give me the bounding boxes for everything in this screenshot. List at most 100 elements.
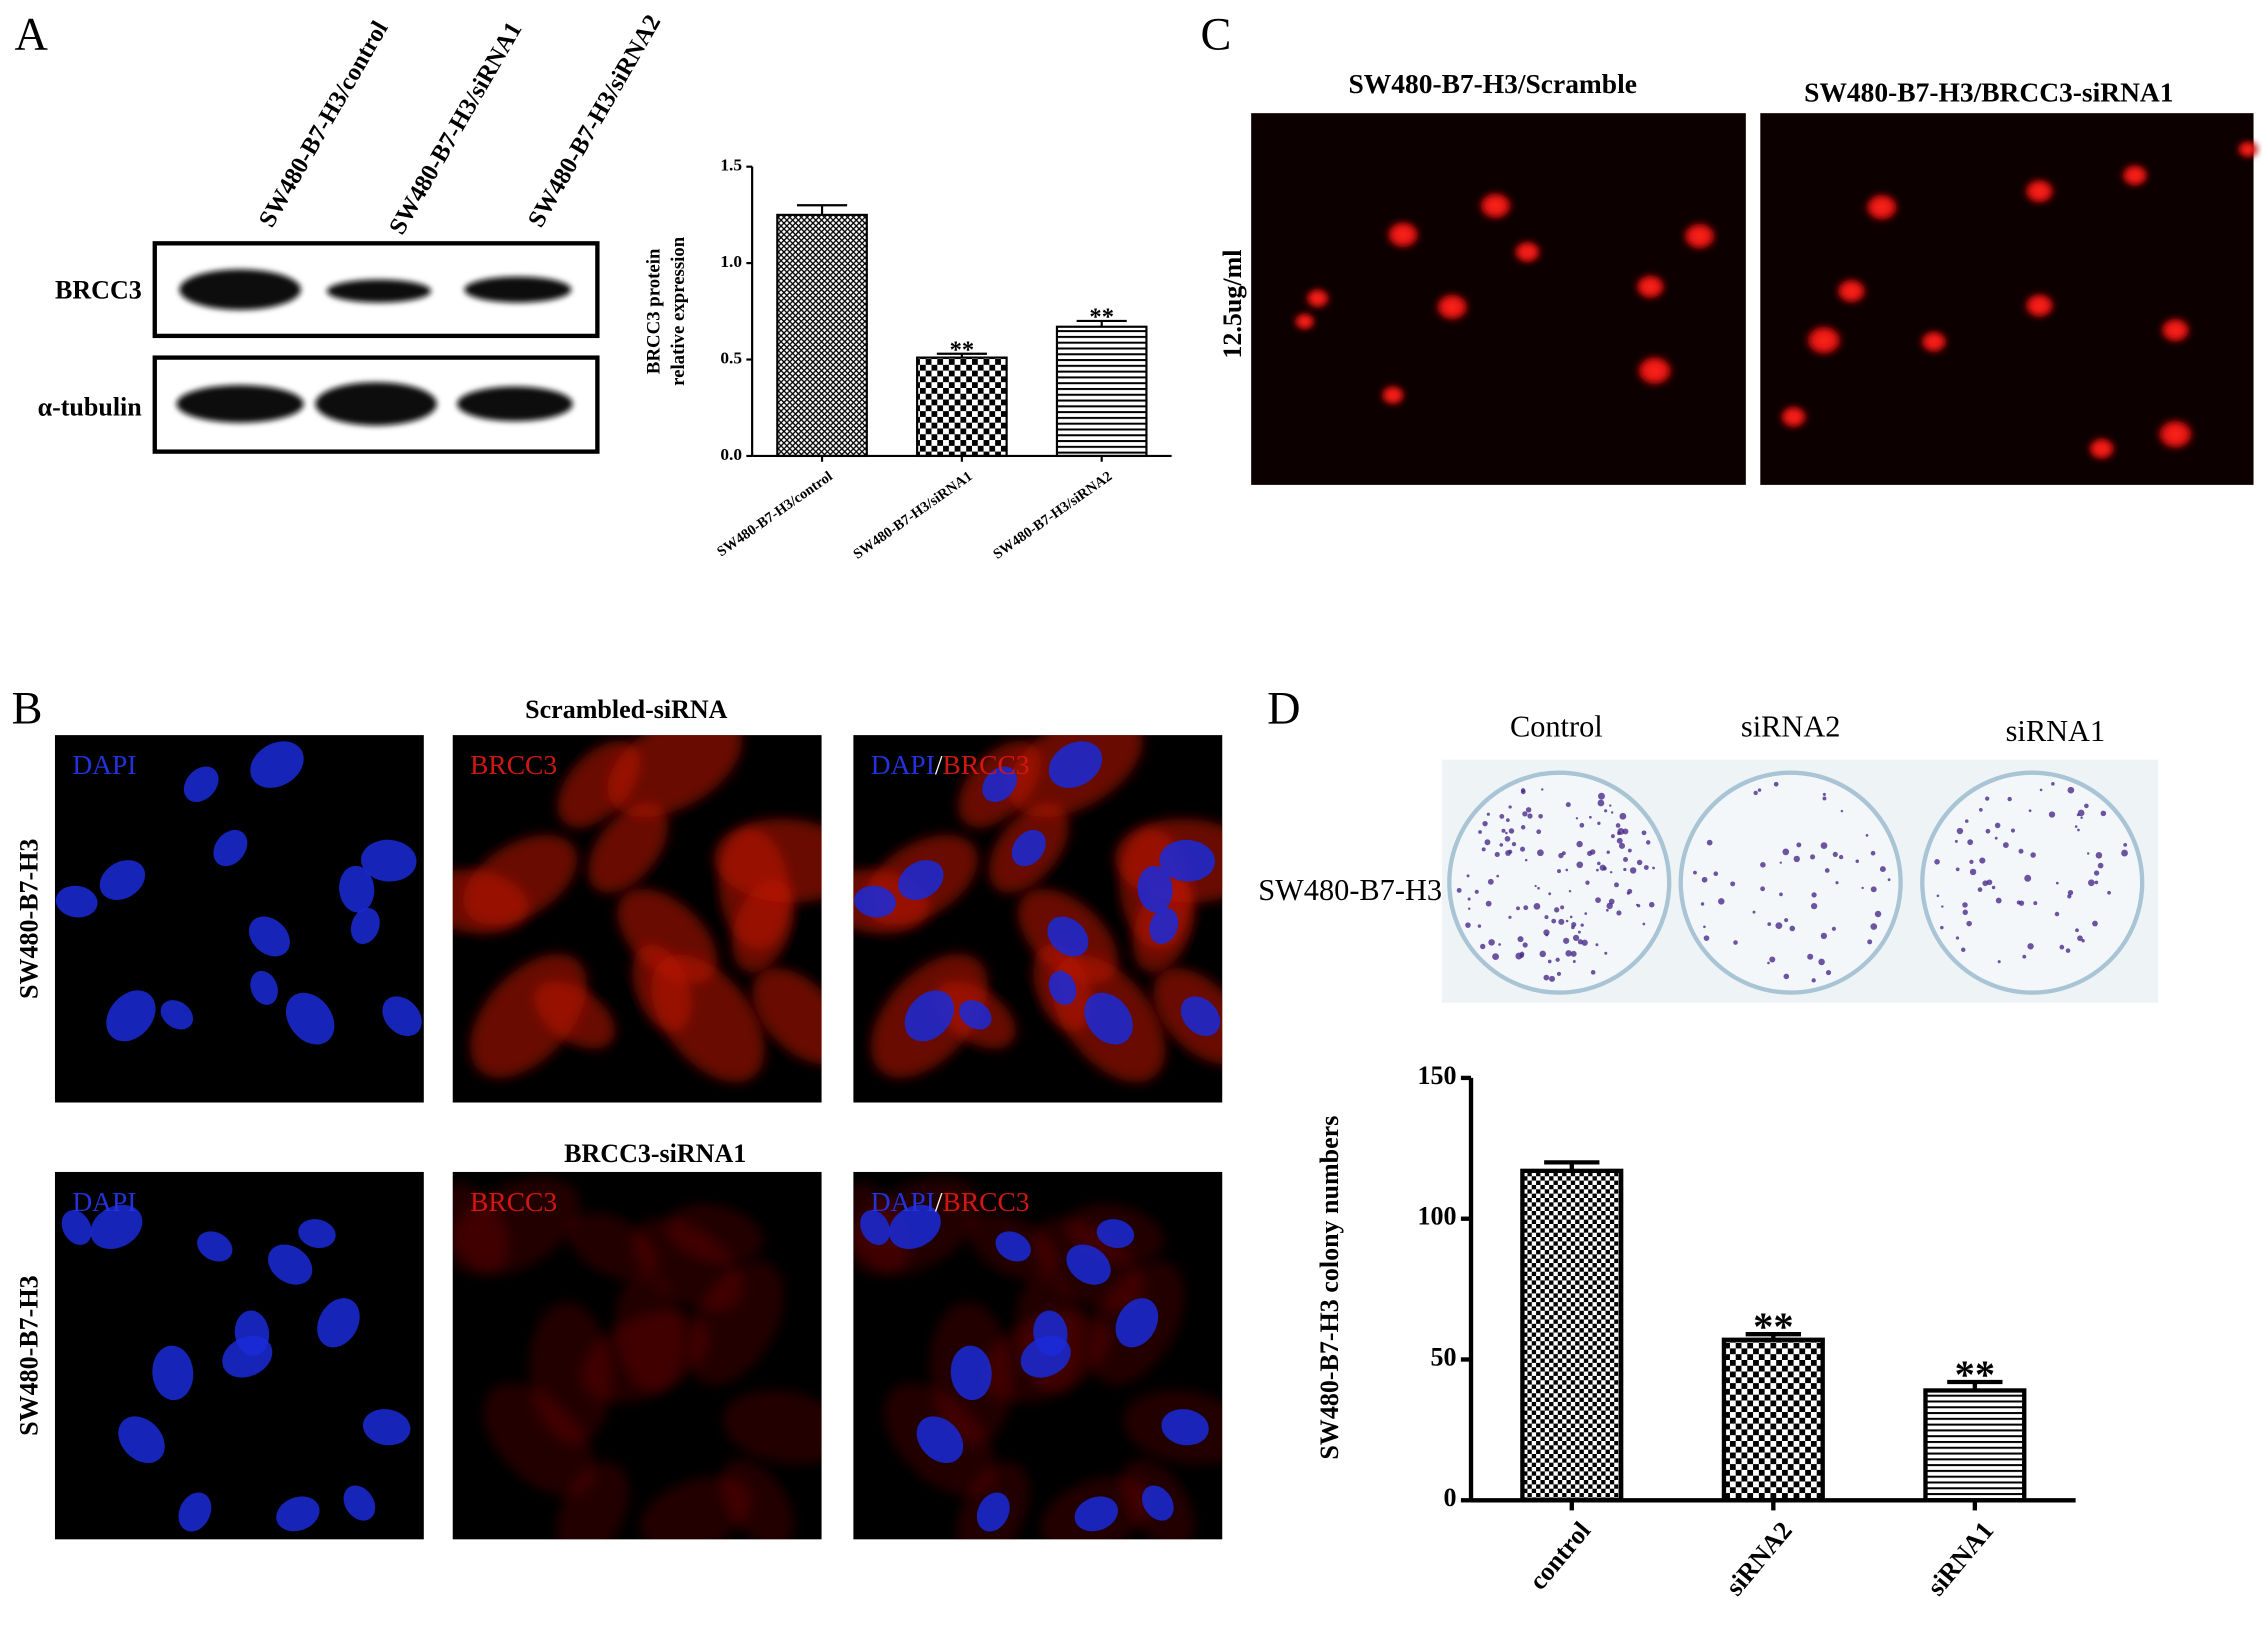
colony <box>1706 839 1713 846</box>
colony <box>1752 910 1756 914</box>
colony <box>2077 935 2083 942</box>
nucleus <box>298 1219 336 1248</box>
nucleus <box>1159 839 1215 882</box>
colony <box>1960 947 1966 953</box>
group-title: Scrambled-siRNA <box>525 695 728 724</box>
cells <box>61 1204 411 1532</box>
colony <box>1571 925 1575 930</box>
colony <box>1783 973 1790 980</box>
colony <box>1700 902 1705 906</box>
channel-label-part: / <box>935 750 943 780</box>
nucleus <box>904 990 954 1042</box>
colony <box>1985 796 1990 801</box>
colony <box>1779 861 1782 864</box>
comet <box>2086 435 2118 462</box>
nucleus <box>382 996 422 1037</box>
significance: ** <box>950 336 975 363</box>
colony <box>1609 804 1612 807</box>
comet <box>1862 191 1901 224</box>
colony <box>1537 886 1540 890</box>
comet <box>2154 416 2197 452</box>
plate-label: Control <box>1510 710 1603 744</box>
nucleus <box>854 885 896 918</box>
colony <box>1703 935 1710 941</box>
colony <box>1623 857 1628 862</box>
lane-label: SW480-B7-H3/siRNA1 <box>384 17 528 239</box>
cytoplasm <box>714 818 822 903</box>
nucleus <box>197 1231 233 1262</box>
colony <box>1605 908 1609 912</box>
nucleus <box>1161 1409 1209 1446</box>
nucleus <box>250 970 278 1005</box>
colony <box>2054 911 2060 917</box>
colony <box>1561 851 1566 856</box>
colony <box>1544 915 1549 920</box>
colony <box>1520 825 1526 830</box>
colony <box>1466 874 1470 878</box>
plate <box>1678 770 1903 995</box>
cytoplasm <box>470 954 588 1078</box>
colony <box>1757 788 1762 792</box>
cytoplasm <box>651 955 765 1083</box>
blot-bands <box>176 269 573 426</box>
colony <box>1622 828 1629 835</box>
colony <box>1997 960 2001 964</box>
comet <box>1680 220 1719 253</box>
colony <box>1527 813 1533 819</box>
comet <box>1383 218 1423 251</box>
plate-label: siRNA2 <box>1741 710 1841 744</box>
band <box>326 279 432 303</box>
colony <box>2123 842 2128 847</box>
colony <box>1478 830 1482 834</box>
nucleus <box>250 741 304 788</box>
colony <box>1962 909 1968 916</box>
colony <box>2010 828 2016 833</box>
colony <box>1867 939 1873 945</box>
comet <box>1303 286 1332 310</box>
channel-label-part: / <box>935 1187 943 1217</box>
nucleus <box>1096 1219 1135 1248</box>
significance: ** <box>1089 304 1114 331</box>
colony <box>1551 918 1557 924</box>
colony <box>1501 828 1506 833</box>
colony <box>1597 821 1601 825</box>
colony <box>1606 850 1610 854</box>
colony <box>2080 816 2083 819</box>
colony <box>1599 864 1606 871</box>
colony <box>1486 812 1490 816</box>
colony <box>2092 920 2098 927</box>
colony <box>1587 850 1593 857</box>
colony <box>1966 920 1972 927</box>
colony <box>2088 879 2095 887</box>
colony <box>1615 823 1621 828</box>
colony <box>1568 889 1572 893</box>
y-tick-label: 1.0 <box>720 252 742 271</box>
nucleus <box>234 1310 270 1356</box>
comet <box>2235 139 2260 160</box>
row-label: SW480-B7-H3 <box>15 1275 44 1435</box>
colony <box>1940 925 1944 930</box>
colony <box>2067 786 2075 794</box>
nucleus <box>976 1492 1010 1532</box>
channel-label: DAPI <box>72 750 136 780</box>
nucleus <box>1149 907 1179 944</box>
colony <box>1835 881 1839 885</box>
colony <box>1760 862 1766 868</box>
colony <box>1581 939 1588 946</box>
colony <box>2075 928 2079 933</box>
colony <box>1773 781 1779 787</box>
colony <box>1718 898 1725 905</box>
nucleus <box>1066 1244 1111 1285</box>
colony <box>1556 971 1562 976</box>
cytoplasm <box>588 803 668 893</box>
channel-label-part: DAPI <box>72 750 136 780</box>
nucleus <box>55 885 98 918</box>
colony <box>1515 952 1523 960</box>
cytoplasm <box>452 1177 580 1276</box>
cytoplasm <box>607 735 742 817</box>
colony <box>1604 951 1608 955</box>
nucleus <box>152 1345 194 1401</box>
x-tick-label: SW480-B7-H3/control <box>714 468 835 560</box>
colony <box>1789 925 1796 932</box>
colony <box>1967 839 1974 846</box>
